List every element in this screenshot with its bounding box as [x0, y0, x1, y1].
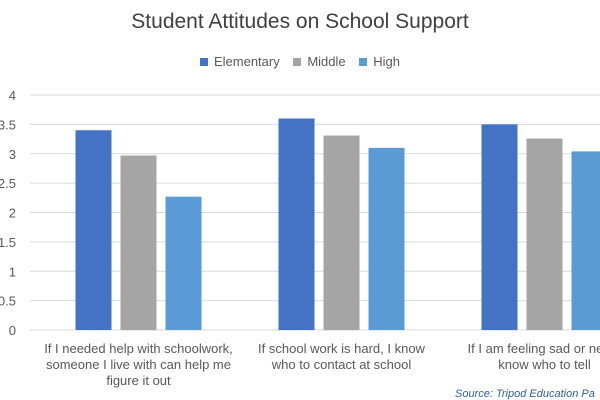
- bar-elementary-2: [278, 118, 315, 330]
- x-category-label-3: If I am feeling sad or nervoknow who to …: [467, 341, 600, 372]
- bar-middle-1: [120, 155, 157, 330]
- legend: Elementary Middle High: [0, 54, 600, 69]
- y-tick-label: 4: [9, 88, 16, 103]
- legend-item-high: High: [359, 54, 400, 69]
- bar-high-3: [571, 151, 600, 330]
- bar-middle-3: [526, 138, 563, 330]
- x-category-label-1: If I needed help with schoolwork, someone…: [44, 341, 233, 388]
- legend-swatch-middle: [293, 58, 302, 66]
- y-tick-label: 3: [9, 147, 16, 162]
- y-tick-label: 1: [9, 264, 16, 279]
- legend-swatch-high: [359, 58, 368, 66]
- y-tick-label: 2.5: [0, 176, 16, 191]
- source-note: Source: Tripod Education Pa: [455, 388, 595, 400]
- bar-elementary-1: [75, 130, 112, 330]
- legend-item-middle: Middle: [293, 54, 346, 69]
- legend-swatch-elementary: [199, 58, 208, 66]
- legend-label-high: High: [373, 54, 401, 69]
- y-tick-label: 0.5: [0, 294, 16, 309]
- y-tick-label: 3.5: [0, 117, 16, 132]
- bar-elementary-3: [481, 124, 518, 330]
- bar-high-2: [368, 147, 405, 330]
- legend-label-middle: Middle: [307, 54, 346, 69]
- legend-item-elementary: Elementary: [199, 54, 280, 69]
- legend-label-elementary: Elementary: [213, 54, 280, 69]
- y-tick-label: 1.5: [0, 235, 16, 250]
- y-tick-label: 2: [9, 206, 16, 221]
- x-category-label-2: If school work is hard, I know who to con…: [258, 341, 425, 372]
- chart-title: Student Attitudes on School Support: [131, 10, 469, 33]
- bar-middle-2: [323, 135, 360, 330]
- bar-high-1: [165, 196, 202, 330]
- y-tick-label: 0: [9, 323, 16, 338]
